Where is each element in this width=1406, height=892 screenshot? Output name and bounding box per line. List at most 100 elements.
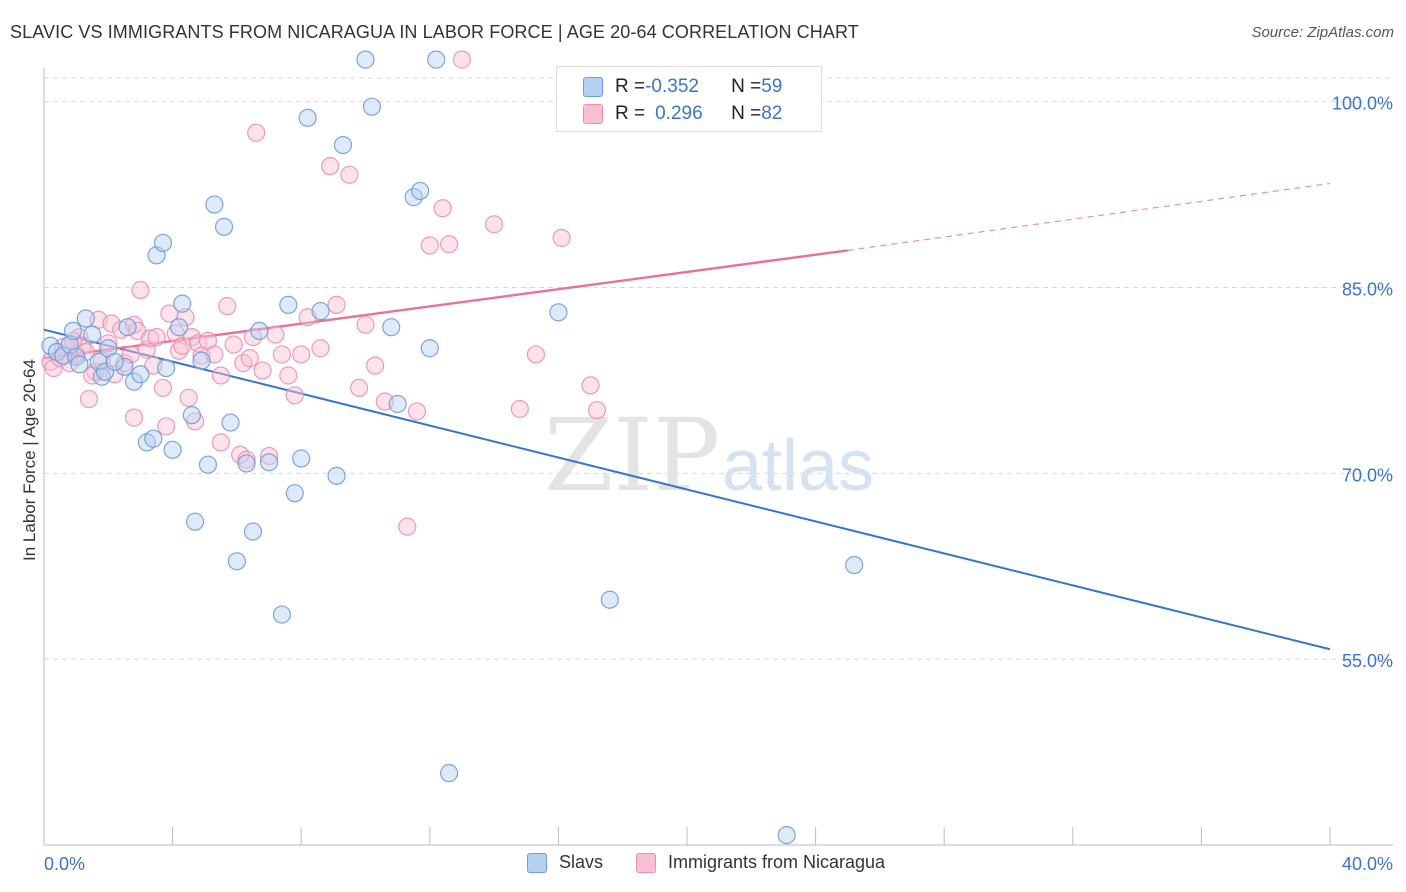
legend-r-label: R = [615,103,646,124]
nicaragua-point [349,378,369,397]
series-nicaragua-points [41,50,719,536]
legend-r-label: R = [615,76,646,97]
trend-line-nicaragua [43,249,848,360]
bottom-legend-nicaragua-label: Immigrants from Nicaragua [668,852,886,872]
slavs-point [115,357,134,376]
slavs-point [237,454,256,473]
nicaragua-point [99,334,118,353]
slavs-point [186,512,205,531]
slavs-point [388,394,407,414]
nicaragua-point [124,408,144,427]
nicaragua-point [224,335,243,354]
watermark: ZIP atlas [544,397,874,514]
nicaragua-swatch [636,852,656,873]
slavs-point [221,413,240,432]
slavs-point [250,321,269,341]
y-tick-label: 85.0% [1342,280,1393,300]
slavs-point [192,351,211,370]
slavs-point [70,355,89,374]
axis-tick-labels: 55.0% 70.0% 85.0% 100.0% 0.0% 40.0% [44,94,1393,874]
nicaragua-point [420,236,439,255]
nicaragua-point [398,517,417,536]
nicaragua-point [433,199,452,218]
trend-line-nicaragua-extension [847,182,1331,251]
slavs-point [214,217,234,236]
slavs-point [92,367,111,386]
nicaragua-point [211,433,230,452]
nicaragua-point [311,339,330,358]
slavs-point [279,295,298,314]
nicaragua-point [272,345,292,364]
slavs-point [298,108,317,127]
nicaragua-point [321,157,340,176]
nicaragua-point [147,327,166,347]
slavs-point [411,181,430,201]
source-note: Source: ZipAtlas.com [1251,24,1394,41]
chart-title: SLAVIC VS IMMIGRANTS FROM NICARAGUA IN L… [10,22,859,42]
slavs-point [427,50,446,69]
legend-row-slavs: R = -0.352 N = 59 [583,74,782,100]
slavs-point [169,318,189,337]
nicaragua-point [407,402,427,421]
slavs-point [292,449,311,468]
nicaragua-point [240,349,259,368]
x-tick-label-max: 40.0% [1342,854,1393,874]
slavs-point [124,372,144,391]
nicaragua-point [79,389,99,409]
trend-lines [43,182,1331,651]
y-tick-label: 100.0% [1332,94,1393,114]
slavs-point [327,466,346,485]
slavs-point [333,135,353,155]
nicaragua-point [552,228,571,248]
nicaragua-point [587,401,607,420]
slavs-point [157,358,176,378]
nicaragua-point [169,341,189,360]
slavs-point [382,318,401,337]
nicaragua-point [340,165,359,184]
slavs-point [105,352,124,371]
slavs-swatch [527,852,547,873]
slavs-point [845,555,864,575]
slavs-point [600,590,619,609]
legend-r-value: 0.296 [655,103,703,124]
legend-r-value: -0.352 [645,76,699,97]
x-tick-label-min: 0.0% [44,854,85,874]
nicaragua-point [253,361,272,380]
slavs-point [76,309,95,328]
slavs-point [777,825,796,845]
y-tick-label: 70.0% [1342,465,1393,485]
bottom-legend-slavs-label: Slavs [559,852,604,872]
legend-row-nicaragua: R = 0.296 N = 82 [583,101,782,127]
slavs-swatch [583,77,603,97]
nicaragua-point [218,297,237,316]
bottom-legend: Slavs Immigrants from Nicaragua [0,850,1406,878]
slavs-point [89,352,108,371]
y-tick-label: 55.0% [1342,651,1393,671]
slavs-point [182,406,201,425]
nicaragua-point [131,280,150,300]
nicaragua-point [140,329,160,348]
nicaragua-point [279,366,298,385]
nicaragua-point [157,417,176,436]
slavs-point [153,233,173,253]
slavs-point [362,97,382,116]
nicaragua-swatch [583,104,603,124]
nicaragua-point [211,366,230,385]
nicaragua-point [439,235,459,254]
nicaragua-point [452,50,472,69]
watermark-atlas: atlas [722,426,874,506]
slavs-point [259,453,279,472]
slavs-point [95,362,115,381]
axes [43,68,1393,846]
slavs-point [173,294,192,313]
nicaragua-point [356,315,375,334]
nicaragua-point [266,325,285,344]
nicaragua-point [366,356,385,375]
legend-n-value: 59 [761,76,783,97]
slavs-point [63,321,83,341]
slavs-point [549,303,568,322]
slavs-point [118,318,137,337]
legend-n-value: 82 [761,103,783,124]
watermark-zip: ZIP [544,397,720,514]
